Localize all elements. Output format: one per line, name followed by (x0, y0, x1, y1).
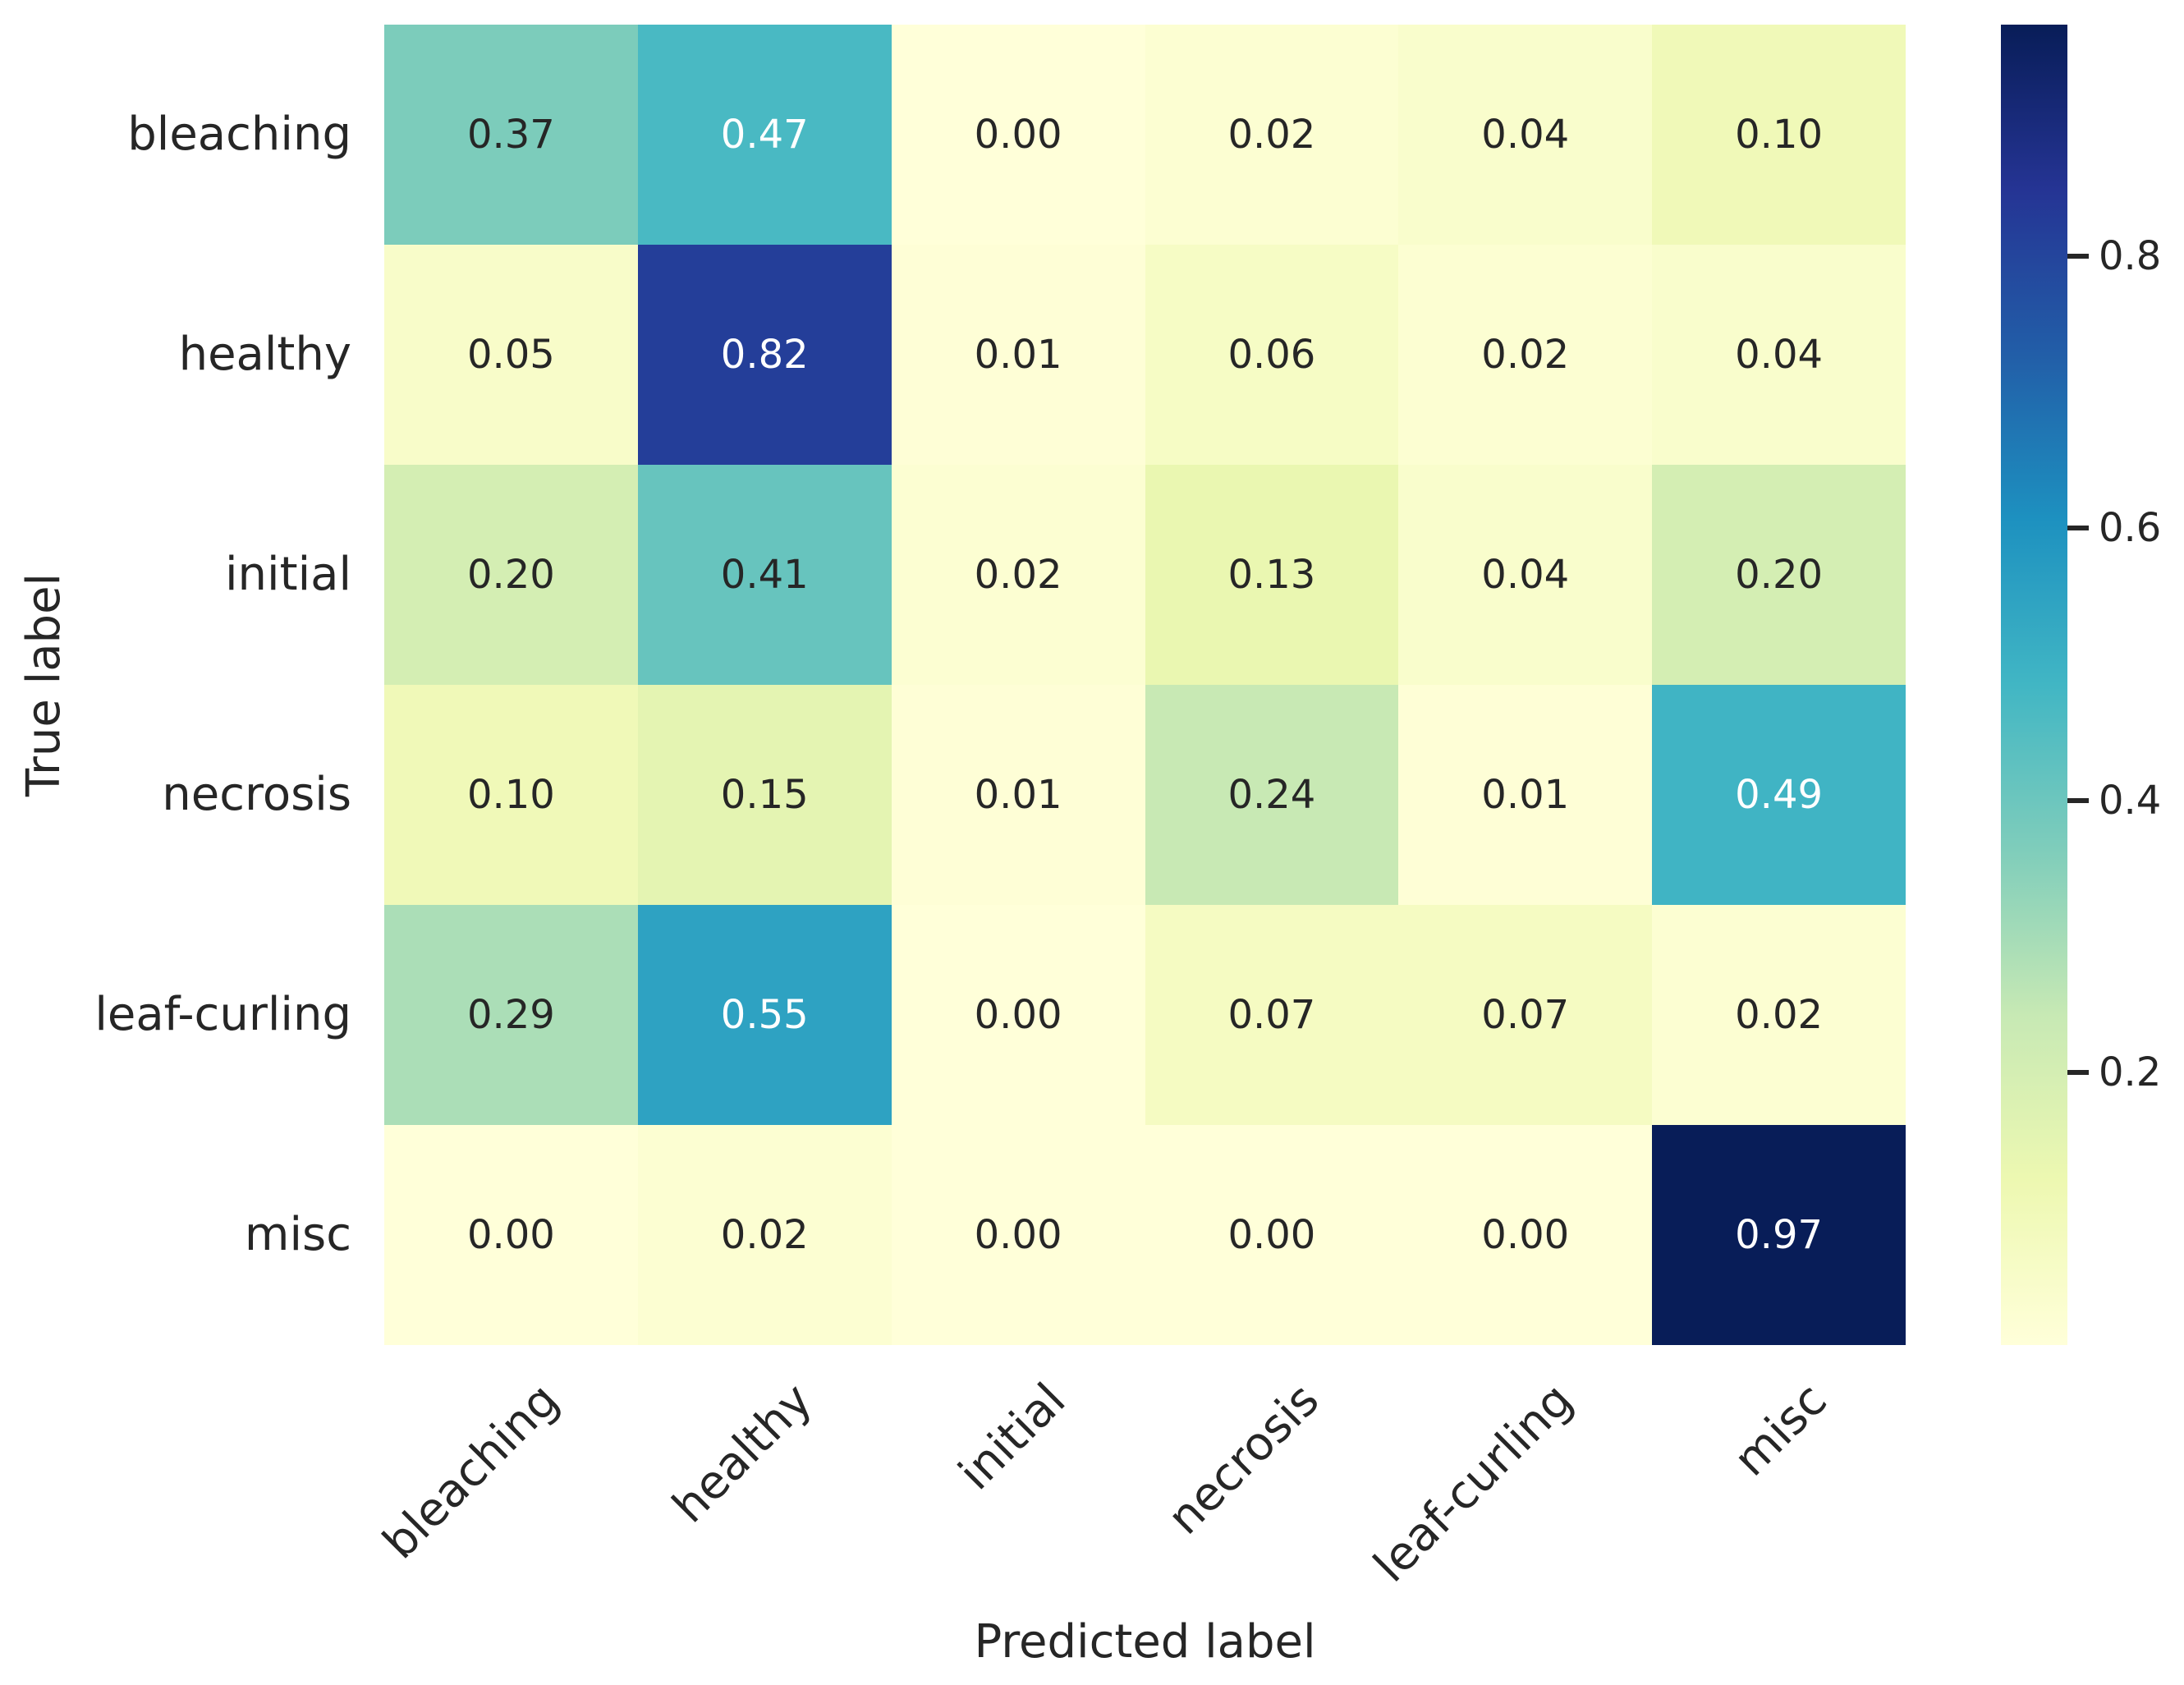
heatmap-cell-healthy-necrosis: 0.06 (1145, 245, 1399, 465)
heatmap-cell-healthy-healthy: 0.82 (637, 245, 892, 465)
heatmap-grid: 0.37 0.47 0.00 0.02 0.04 0.10 0.05 0.82 0.01 0.06… (384, 25, 1906, 1345)
x-axis-title: Predicted label (974, 1615, 1316, 1669)
heatmap-cell-healthy-bleaching: 0.05 (384, 245, 638, 465)
x-tick-label-bleaching: bleaching (373, 1373, 569, 1570)
y-tick-label-necrosis: necrosis (162, 768, 351, 821)
heatmap-cell-initial-bleaching: 0.20 (384, 465, 638, 685)
x-tick-label-leaf-curling: leaf-curling (1364, 1373, 1584, 1593)
heatmap-cell-initial-initial: 0.02 (891, 465, 1145, 685)
heatmap-cell-initial-misc: 0.20 (1652, 465, 1906, 685)
heatmap-cell-necrosis-misc: 0.49 (1652, 685, 1906, 905)
heatmap-cell-initial-necrosis: 0.13 (1145, 465, 1399, 685)
heatmap-cell-bleaching-healthy: 0.47 (637, 25, 892, 245)
x-tick-label-initial: initial (948, 1373, 1076, 1501)
heatmap-cell-necrosis-necrosis: 0.24 (1145, 685, 1399, 905)
y-tick-label-leaf-curling: leaf-curling (94, 988, 351, 1041)
y-tick-label-healthy: healthy (178, 328, 351, 381)
heatmap-cell-leaf-curling-initial: 0.00 (891, 905, 1145, 1125)
heatmap-cell-necrosis-bleaching: 0.10 (384, 685, 638, 905)
heatmap-cell-bleaching-initial: 0.00 (891, 25, 1145, 245)
y-tick-label-initial: initial (225, 548, 351, 601)
colorbar-tick-label-0.6: 0.6 (2099, 505, 2162, 552)
heatmap-cell-initial-healthy: 0.41 (637, 465, 892, 685)
heatmap-cell-necrosis-leaf-curling: 0.01 (1398, 685, 1653, 905)
heatmap-cell-healthy-initial: 0.01 (891, 245, 1145, 465)
heatmap-cell-leaf-curling-leaf-curling: 0.07 (1398, 905, 1653, 1125)
y-tick-label-bleaching: bleaching (127, 108, 351, 161)
heatmap-cell-bleaching-bleaching: 0.37 (384, 25, 638, 245)
heatmap-cell-healthy-misc: 0.04 (1652, 245, 1906, 465)
heatmap-cell-bleaching-misc: 0.10 (1652, 25, 1906, 245)
heatmap-cell-misc-necrosis: 0.00 (1145, 1125, 1399, 1345)
heatmap-cell-initial-leaf-curling: 0.04 (1398, 465, 1653, 685)
colorbar-tick-mark-0.4 (2067, 797, 2089, 803)
y-axis-title: True label (17, 572, 71, 797)
colorbar-tick-label-0.2: 0.2 (2099, 1049, 2162, 1096)
colorbar-gradient (2001, 25, 2067, 1345)
heatmap-cell-misc-leaf-curling: 0.00 (1398, 1125, 1653, 1345)
heatmap-cell-healthy-leaf-curling: 0.02 (1398, 245, 1653, 465)
heatmap-cell-bleaching-leaf-curling: 0.04 (1398, 25, 1653, 245)
colorbar-tick-label-0.8: 0.8 (2099, 232, 2162, 279)
colorbar-tick-label-0.4: 0.4 (2099, 777, 2162, 824)
x-tick-label-healthy: healthy (662, 1373, 823, 1534)
y-tick-label-misc: misc (244, 1208, 351, 1261)
x-tick-label-misc: misc (1723, 1373, 1838, 1487)
colorbar-tick-mark-0.6 (2067, 526, 2089, 531)
heatmap-cell-leaf-curling-misc: 0.02 (1652, 905, 1906, 1125)
colorbar-tick-mark-0.8 (2067, 253, 2089, 259)
heatmap-cell-necrosis-initial: 0.01 (891, 685, 1145, 905)
heatmap-cell-leaf-curling-bleaching: 0.29 (384, 905, 638, 1125)
heatmap-cell-leaf-curling-necrosis: 0.07 (1145, 905, 1399, 1125)
colorbar-tick-mark-0.2 (2067, 1070, 2089, 1076)
heatmap-cell-misc-healthy: 0.02 (637, 1125, 892, 1345)
heatmap-cell-leaf-curling-healthy: 0.55 (637, 905, 892, 1125)
heatmap-cell-bleaching-necrosis: 0.02 (1145, 25, 1399, 245)
heatmap-cell-misc-initial: 0.00 (891, 1125, 1145, 1345)
heatmap-cell-misc-misc: 0.97 (1652, 1125, 1906, 1345)
heatmap-cell-necrosis-healthy: 0.15 (637, 685, 892, 905)
x-tick-label-necrosis: necrosis (1158, 1373, 1330, 1545)
heatmap-cell-misc-bleaching: 0.00 (384, 1125, 638, 1345)
